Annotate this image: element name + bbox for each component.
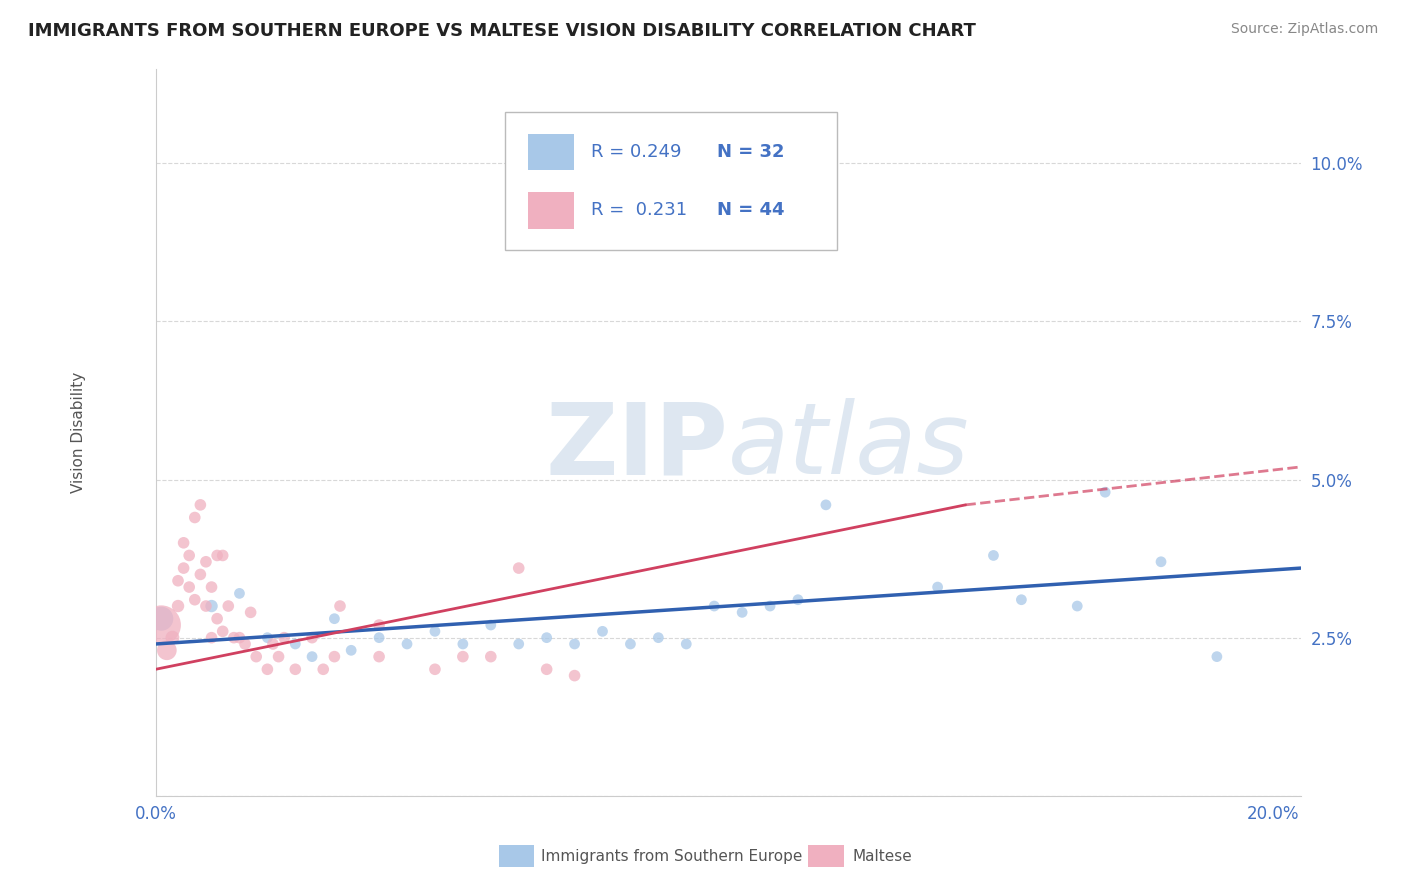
Point (167, 599, 190, 613)
Point (703, 599, 725, 613)
Point (592, 624, 614, 639)
FancyBboxPatch shape (527, 192, 574, 228)
Point (179, 549, 201, 563)
Point (200, 599, 222, 613)
Point (200, 631, 222, 645)
Point (273, 631, 295, 645)
Point (173, 561, 195, 575)
Point (312, 662, 335, 676)
Point (150, 618, 173, 632)
Point (284, 637, 307, 651)
Point (536, 662, 558, 676)
Point (1150, 555, 1173, 569)
Point (1010, 592, 1032, 607)
Point (423, 624, 446, 639)
Point (536, 631, 558, 645)
Point (228, 631, 250, 645)
Point (451, 649, 474, 664)
Point (211, 549, 233, 563)
Point (451, 637, 474, 651)
Point (423, 662, 446, 676)
Point (179, 580, 201, 594)
Point (256, 631, 278, 645)
Point (564, 668, 586, 682)
Point (1066, 599, 1088, 613)
Text: ZIP: ZIP (546, 398, 728, 495)
Point (368, 649, 391, 664)
Text: R =  0.231: R = 0.231 (591, 202, 688, 219)
Point (262, 637, 284, 651)
Point (508, 561, 530, 575)
Point (233, 637, 256, 651)
Point (1094, 485, 1116, 500)
Text: N = 32: N = 32 (717, 143, 785, 161)
Y-axis label: Vision Disability: Vision Disability (72, 371, 86, 492)
Point (301, 631, 323, 645)
Point (329, 599, 352, 613)
Point (173, 536, 195, 550)
Text: Immigrants from Southern Europe: Immigrants from Southern Europe (541, 849, 803, 863)
Text: IMMIGRANTS FROM SOUTHERN EUROPE VS MALTESE VISION DISABILITY CORRELATION CHART: IMMIGRANTS FROM SOUTHERN EUROPE VS MALTE… (28, 22, 976, 40)
FancyBboxPatch shape (505, 112, 837, 251)
Point (368, 618, 391, 632)
Point (194, 599, 217, 613)
Point (927, 580, 949, 594)
Point (619, 637, 641, 651)
Point (323, 612, 346, 626)
Text: Source: ZipAtlas.com: Source: ZipAtlas.com (1230, 22, 1378, 37)
Point (190, 567, 212, 582)
Point (256, 662, 278, 676)
Point (787, 592, 810, 607)
Point (1205, 649, 1227, 664)
Point (200, 580, 222, 594)
Point (340, 643, 363, 657)
Point (190, 498, 212, 512)
Point (205, 612, 228, 626)
Point (222, 631, 245, 645)
Point (564, 637, 586, 651)
Point (983, 549, 1005, 563)
Point (217, 599, 239, 613)
Point (156, 643, 179, 657)
Point (759, 599, 782, 613)
Point (675, 637, 697, 651)
Point (205, 549, 228, 563)
Point (395, 637, 418, 651)
Point (479, 618, 502, 632)
Point (479, 649, 502, 664)
Point (150, 612, 173, 626)
Point (184, 510, 207, 524)
Point (368, 631, 391, 645)
Point (184, 592, 207, 607)
Point (211, 624, 233, 639)
Point (245, 649, 267, 664)
Point (239, 606, 262, 620)
Point (267, 649, 290, 664)
Point (647, 631, 669, 645)
Text: Maltese: Maltese (852, 849, 911, 863)
Point (814, 498, 837, 512)
FancyBboxPatch shape (527, 134, 574, 170)
Point (162, 631, 184, 645)
Text: R = 0.249: R = 0.249 (591, 143, 682, 161)
Point (228, 586, 250, 600)
Point (323, 649, 346, 664)
Point (284, 662, 307, 676)
Point (194, 555, 217, 569)
Point (167, 574, 190, 588)
Text: N = 44: N = 44 (717, 202, 785, 219)
Point (731, 606, 754, 620)
Text: atlas: atlas (728, 398, 970, 495)
Point (301, 649, 323, 664)
Point (508, 637, 530, 651)
